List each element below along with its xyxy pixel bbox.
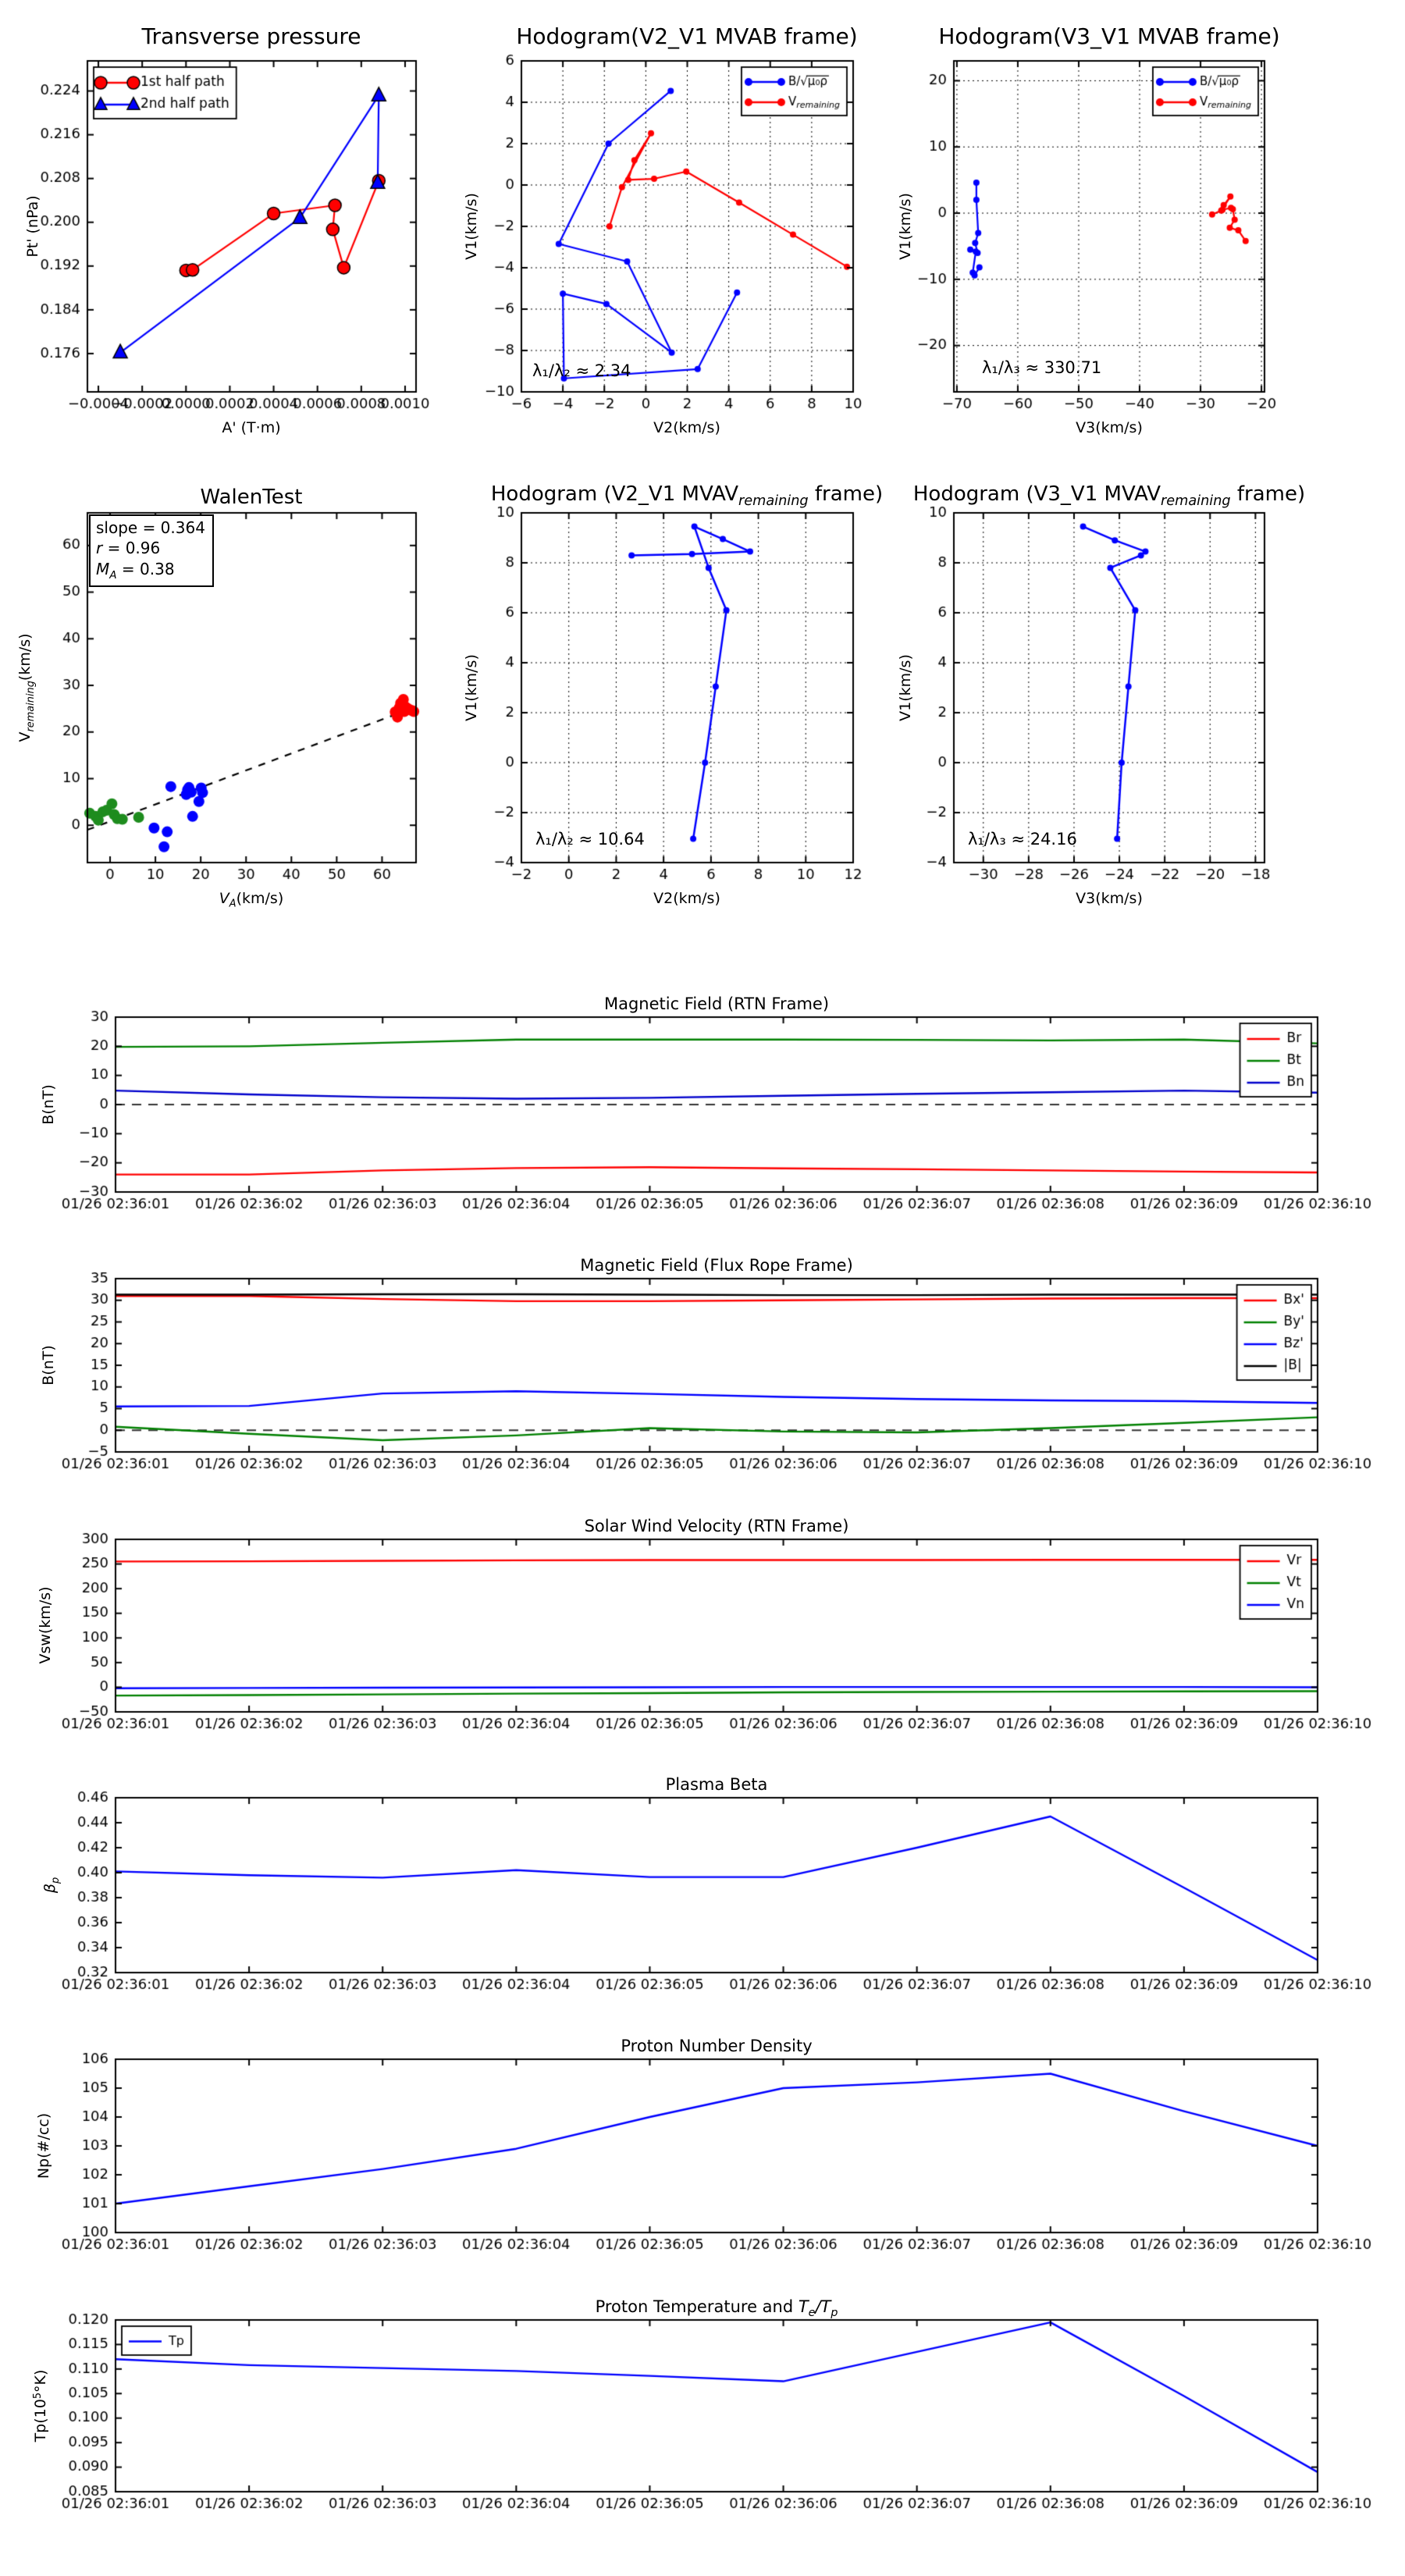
yaxis-label-b-fluxrope: B(nT)	[40, 1345, 57, 1386]
yaxis-label-plasma-beta: βp	[41, 1877, 62, 1893]
xaxis-label-hodogram-v2v1-mvab: V2(km/s)	[653, 419, 720, 436]
yaxis-subscript: p	[49, 1877, 62, 1884]
xaxis-label-transverse-pressure: A' (T·m)	[222, 419, 281, 436]
walen-ma: MA = 0.38	[96, 559, 205, 583]
walen-r: r = 0.96	[96, 538, 205, 558]
title-subscript: remaining	[738, 493, 809, 510]
chart-title-transverse-pressure: Transverse pressure	[141, 23, 361, 49]
title-text: frame)	[1230, 482, 1306, 506]
yaxis-subscript: remaining	[24, 681, 37, 732]
xaxis-label-walen-test: VA(km/s)	[219, 890, 283, 910]
yaxis-label-hodogram-v2v1-mvav: V1(km/s)	[463, 654, 480, 721]
yaxis-label-hodogram-v3v1-mvab: V1(km/s)	[897, 193, 914, 260]
chart-title-hodogram-v2v1-mvav: Hodogram (V2_V1 MVAVremaining frame)	[491, 482, 883, 509]
title-subscript: e	[808, 2306, 816, 2319]
walen-slope: slope = 0.364	[96, 518, 205, 537]
yaxis-label-proton-temperature: Tp(105°K)	[32, 2370, 49, 2443]
walen-ma-value: = 0.38	[116, 559, 175, 578]
walen-stats-box: slope = 0.364 r = 0.96 MA = 0.38	[89, 514, 214, 588]
title-text: frame)	[808, 482, 884, 506]
chart-title-plasma-beta: Plasma Beta	[665, 1775, 768, 1794]
yaxis-label-transverse-pressure: Pt' (nPa)	[24, 195, 41, 258]
title-subscript: remaining	[1160, 493, 1231, 510]
title-math: T	[798, 2297, 809, 2316]
yaxis-text: °K)	[32, 2369, 49, 2393]
lambda-ratio-annotation: λ₁/λ₃ ≈ 24.16	[968, 830, 1077, 849]
title-math: /T	[815, 2297, 831, 2316]
yaxis-label-hodogram-v3v1-mvav: V1(km/s)	[897, 654, 914, 721]
yaxis-text: V	[16, 731, 34, 742]
chart-title-b-rtn: Magnetic Field (RTN Frame)	[603, 994, 830, 1013]
chart-title-hodogram-v3v1-mvab: Hodogram(V3_V1 MVAB frame)	[938, 23, 1280, 49]
walen-r-var: r	[96, 539, 103, 558]
chart-title-vsw-rtn: Solar Wind Velocity (RTN Frame)	[584, 1517, 849, 1535]
xaxis-text: (km/s)	[236, 890, 284, 907]
xaxis-label-hodogram-v3v1-mvav: V3(km/s)	[1076, 890, 1143, 907]
yaxis-label-b-rtn: B(nT)	[40, 1084, 57, 1125]
xaxis-subscript: A	[229, 898, 237, 910]
yaxis-label-hodogram-v2v1-mvab: V1(km/s)	[463, 193, 480, 260]
title-text: Hodogram (V3_V1 MVAV	[912, 482, 1161, 506]
title-subscript: p	[831, 2306, 838, 2319]
yaxis-label-proton-density: Np(#/cc)	[35, 2112, 52, 2179]
chart-title-b-fluxrope: Magnetic Field (Flux Rope Frame)	[580, 1256, 853, 1275]
walen-ma-subscript: A	[109, 568, 117, 582]
walen-r-value: = 0.96	[102, 539, 161, 558]
chart-title-proton-density: Proton Number Density	[621, 2037, 813, 2055]
yaxis-label-walen-test: Vremaining(km/s)	[16, 633, 37, 742]
yaxis-label-vsw-rtn: Vsw(km/s)	[37, 1586, 54, 1664]
xaxis-label-hodogram-v3v1-mvab: V3(km/s)	[1076, 419, 1143, 436]
xaxis-label-hodogram-v2v1-mvav: V2(km/s)	[653, 890, 720, 907]
title-text: Proton Temperature and	[595, 2297, 799, 2316]
yaxis-text: Tp(10	[32, 2399, 49, 2443]
lambda-ratio-annotation: λ₁/λ₂ ≈ 2.34	[532, 361, 631, 380]
chart-title-hodogram-v3v1-mvav: Hodogram (V3_V1 MVAVremaining frame)	[913, 482, 1305, 509]
lambda-ratio-annotation: λ₁/λ₂ ≈ 10.64	[535, 830, 645, 849]
walen-ma-var: M	[96, 559, 110, 578]
chart-title-proton-temperature: Proton Temperature and Te/Tp	[596, 2297, 838, 2319]
chart-title-walen-test: WalenTest	[200, 486, 303, 509]
lambda-ratio-annotation: λ₁/λ₃ ≈ 330.71	[982, 358, 1102, 377]
chart-title-hodogram-v2v1-mvab: Hodogram(V2_V1 MVAB frame)	[516, 23, 858, 49]
yaxis-math: β	[41, 1884, 59, 1894]
title-text: Hodogram (V2_V1 MVAV	[490, 482, 738, 506]
yaxis-text: (km/s)	[16, 633, 34, 681]
yaxis-superscript: 5	[32, 2392, 44, 2400]
xaxis-math: V	[219, 890, 229, 907]
